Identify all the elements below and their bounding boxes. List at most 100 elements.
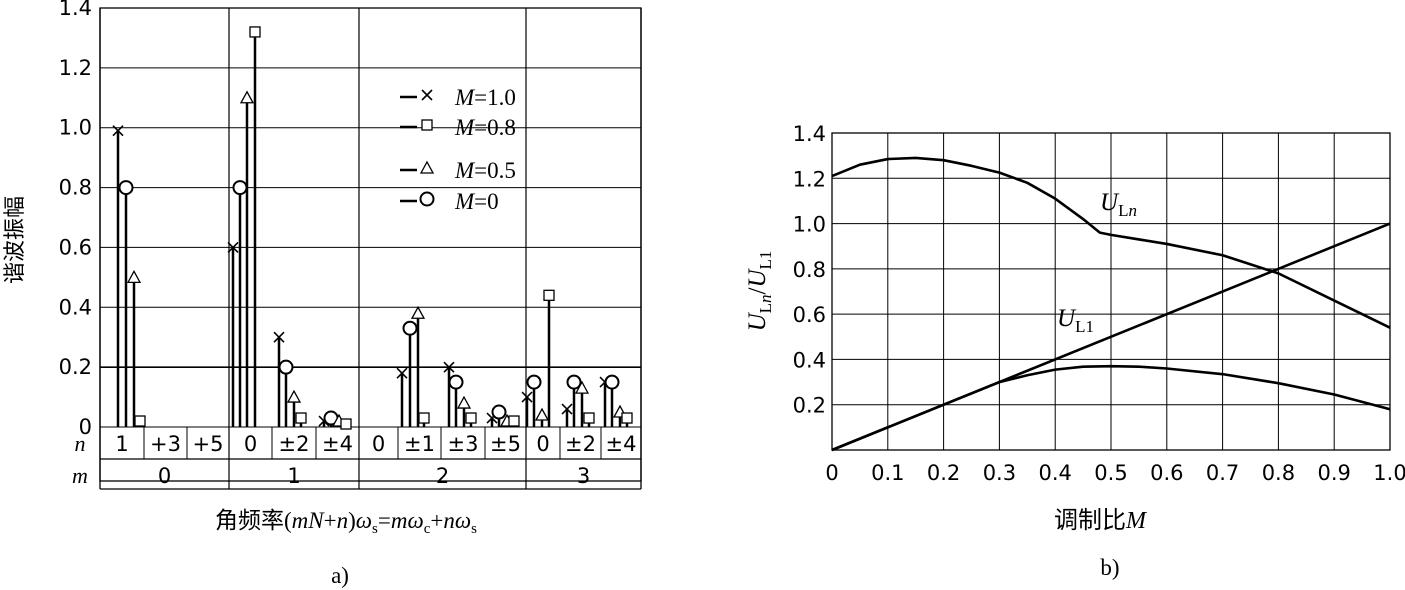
n-label-±2: ±2 xyxy=(279,432,310,456)
legend-item-x: M=1.0 xyxy=(400,85,516,110)
square-marker xyxy=(543,289,555,301)
x-marker-stroke xyxy=(521,391,533,403)
y-tick-label: 1.4 xyxy=(59,0,92,20)
circle-marker xyxy=(491,404,507,420)
x-marker xyxy=(443,361,455,373)
panel-a-harmonic-spectrum: 00.20.40.60.81.01.21.41 +3 +500 ±2 ±410 ±1 ±3 ±… xyxy=(3,0,642,588)
y-tick-label: 1.4 xyxy=(793,122,826,146)
stem-m2-n±5-square xyxy=(508,415,520,427)
stem-m3-n0-square xyxy=(543,289,555,427)
x-marker xyxy=(227,241,239,253)
square-marker xyxy=(134,415,146,427)
triangle-marker xyxy=(410,305,426,319)
circle-marker xyxy=(278,359,294,375)
circle-marker xyxy=(278,359,294,375)
x-tick-label: 0 xyxy=(825,461,838,485)
x-marker xyxy=(396,367,408,379)
stem-m1-n±2-circle xyxy=(278,359,294,427)
circle-marker xyxy=(566,374,582,390)
legend-item-square: M=0.8 xyxy=(400,115,516,140)
y-tick-label: 0.8 xyxy=(793,258,826,282)
triangle-marker xyxy=(126,269,142,284)
x-marker-stroke xyxy=(443,361,455,373)
legend-label: M=0.5 xyxy=(454,158,516,183)
m-label-3: 3 xyxy=(577,464,590,488)
legend-item-triangle: M=0.5 xyxy=(400,158,516,183)
stem-m1-n±2-x xyxy=(273,331,285,427)
stem-m3-n0-triangle xyxy=(534,407,550,427)
square-marker xyxy=(340,418,352,430)
legend: M=1.0 M=0.8 M=0.5 M=0 xyxy=(400,85,516,214)
y-tick-label: 0.6 xyxy=(59,235,92,259)
square-marker xyxy=(134,415,146,427)
stem-m1-n0-square xyxy=(249,26,261,427)
stem-m2-n±3-square xyxy=(465,412,477,427)
triangle-marker xyxy=(456,395,472,409)
circle-marker xyxy=(402,320,418,336)
n-label-±2: ±2 xyxy=(565,432,596,456)
x-marker-stroke xyxy=(396,367,408,379)
triangle-marker xyxy=(286,389,302,403)
y-tick-label: 1.2 xyxy=(59,56,92,80)
stem-m1-n±2-square xyxy=(295,412,307,427)
stem-m2-n±1-x xyxy=(396,367,408,427)
m-label-1: 1 xyxy=(287,464,300,488)
x-marker xyxy=(521,391,533,403)
square-marker xyxy=(543,289,555,301)
square-marker xyxy=(621,412,633,424)
y-tick-label: 0.4 xyxy=(59,295,92,319)
legend-square-marker xyxy=(421,119,433,131)
triangle-marker xyxy=(410,305,426,319)
y-tick-label: 0.4 xyxy=(793,348,826,372)
series-label-u-l1: UL1 xyxy=(1057,305,1094,336)
x-axis-label: 调制比M xyxy=(1054,506,1148,534)
n-label-±4: ±4 xyxy=(322,432,353,456)
x-marker xyxy=(112,125,124,137)
square-marker xyxy=(621,412,633,424)
stem-m1-n0-circle xyxy=(232,180,248,427)
legend-label: M=0 xyxy=(454,189,499,214)
x-marker-stroke xyxy=(421,89,433,101)
legend-triangle-marker xyxy=(419,160,435,174)
series-line-unlabeled xyxy=(831,364,1391,452)
stem-m2-n±1-circle xyxy=(402,320,418,427)
square-marker xyxy=(295,412,307,424)
stem-m0-n1-x xyxy=(112,125,124,427)
y-tick-label: 0.6 xyxy=(793,303,826,327)
stem-m2-n±5-circle xyxy=(491,404,507,427)
m-label-0: 0 xyxy=(158,464,171,488)
circle-marker xyxy=(118,180,134,196)
square-marker xyxy=(508,415,520,427)
square-marker xyxy=(418,412,430,424)
square-marker xyxy=(418,412,430,424)
square-marker xyxy=(340,418,352,430)
plot-frame xyxy=(831,132,1391,451)
square-marker xyxy=(421,119,433,131)
panel-label-a: a) xyxy=(331,563,349,588)
plot-frame xyxy=(99,7,642,482)
series-label-u-ln: ULn xyxy=(1100,189,1137,220)
x-tick-label: 1.0 xyxy=(1373,461,1405,485)
legend-circle-marker xyxy=(419,191,435,207)
stem-m3-n±2-square xyxy=(583,412,595,427)
y-tick-label: 0.8 xyxy=(59,176,92,200)
circle-marker xyxy=(604,374,620,390)
stem-m3-n±2-x xyxy=(561,403,573,427)
stem-m3-n0-circle xyxy=(526,374,542,427)
stem-m2-n±3-triangle xyxy=(456,395,472,427)
row-m-label: m xyxy=(72,463,88,488)
stem-m1-n0-x xyxy=(227,241,239,427)
stem-m3-n±4-circle xyxy=(604,374,620,427)
legend-item-circle: M=0 xyxy=(400,189,499,214)
circle-marker xyxy=(118,180,134,196)
square-marker xyxy=(295,412,307,424)
square-marker xyxy=(583,412,595,424)
y-tick-label: 1.0 xyxy=(59,116,92,140)
stem-m1-n±4-square xyxy=(340,418,352,430)
x-tick-label: 0.8 xyxy=(1262,461,1295,485)
stem-m2-n±3-x xyxy=(443,361,455,427)
circle-marker xyxy=(491,404,507,420)
triangle-marker xyxy=(456,395,472,409)
x-marker-stroke xyxy=(273,331,285,343)
x-tick-label: 0.3 xyxy=(983,461,1016,485)
